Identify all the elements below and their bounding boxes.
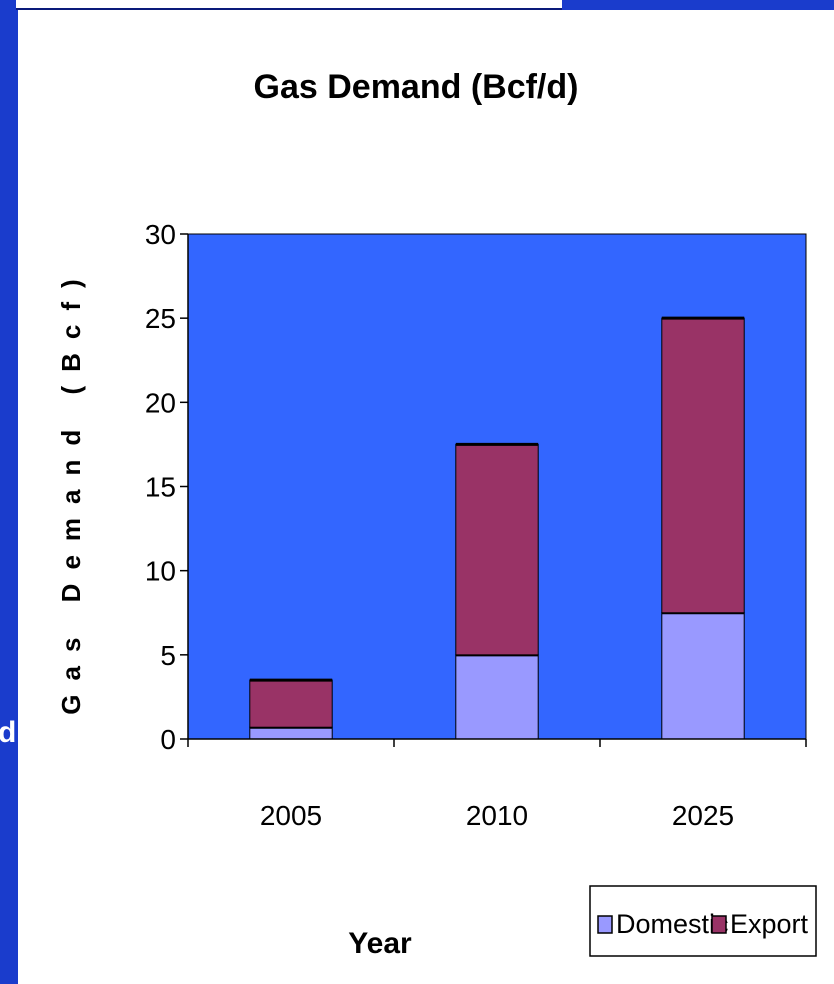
y-tick-label: 5 bbox=[160, 640, 176, 671]
y-axis-ticks: 0 5 10 15 20 25 30 bbox=[145, 219, 188, 755]
top-rule bbox=[16, 0, 562, 10]
y-tick-label: 20 bbox=[145, 387, 176, 418]
chart-panel: Gas Demand (Bcf/d) 0 5 10 15 20 25 30 2005 2010… bbox=[18, 10, 834, 984]
side-text-fragment: d bbox=[0, 716, 17, 749]
y-tick-label: 30 bbox=[145, 219, 176, 250]
legend-swatch-export bbox=[711, 915, 727, 934]
chart-title: Gas Demand (Bcf/d) bbox=[254, 68, 579, 106]
legend-label-export: Export bbox=[730, 909, 809, 939]
bar-export-2010 bbox=[455, 443, 539, 656]
legend-box bbox=[589, 885, 817, 957]
bars-group bbox=[249, 316, 745, 740]
y-axis-title: Gas Demand (Bcf) bbox=[56, 265, 86, 714]
bar-export-2025 bbox=[661, 317, 745, 614]
x-axis-ticks: 2005 2010 2025 bbox=[187, 739, 807, 831]
bar-domestic-2025 bbox=[661, 612, 745, 740]
x-tick-label: 2025 bbox=[672, 800, 734, 831]
y-tick-label: 0 bbox=[160, 724, 176, 755]
bar-domestic-2010 bbox=[455, 654, 539, 740]
legend-swatch-domestic bbox=[597, 915, 613, 934]
y-tick-label: 15 bbox=[145, 472, 176, 503]
x-axis-title: Year bbox=[348, 927, 412, 960]
x-tick-label: 2005 bbox=[260, 800, 322, 831]
y-tick-label: 25 bbox=[145, 303, 176, 334]
legend-label-domestic: Domestic bbox=[616, 909, 729, 939]
bar-export-2005 bbox=[249, 679, 333, 728]
x-tick-label: 2010 bbox=[466, 800, 528, 831]
bar-domestic-2005 bbox=[249, 726, 333, 740]
y-tick-label: 10 bbox=[145, 556, 176, 587]
legend: Domestic Export bbox=[589, 885, 817, 957]
